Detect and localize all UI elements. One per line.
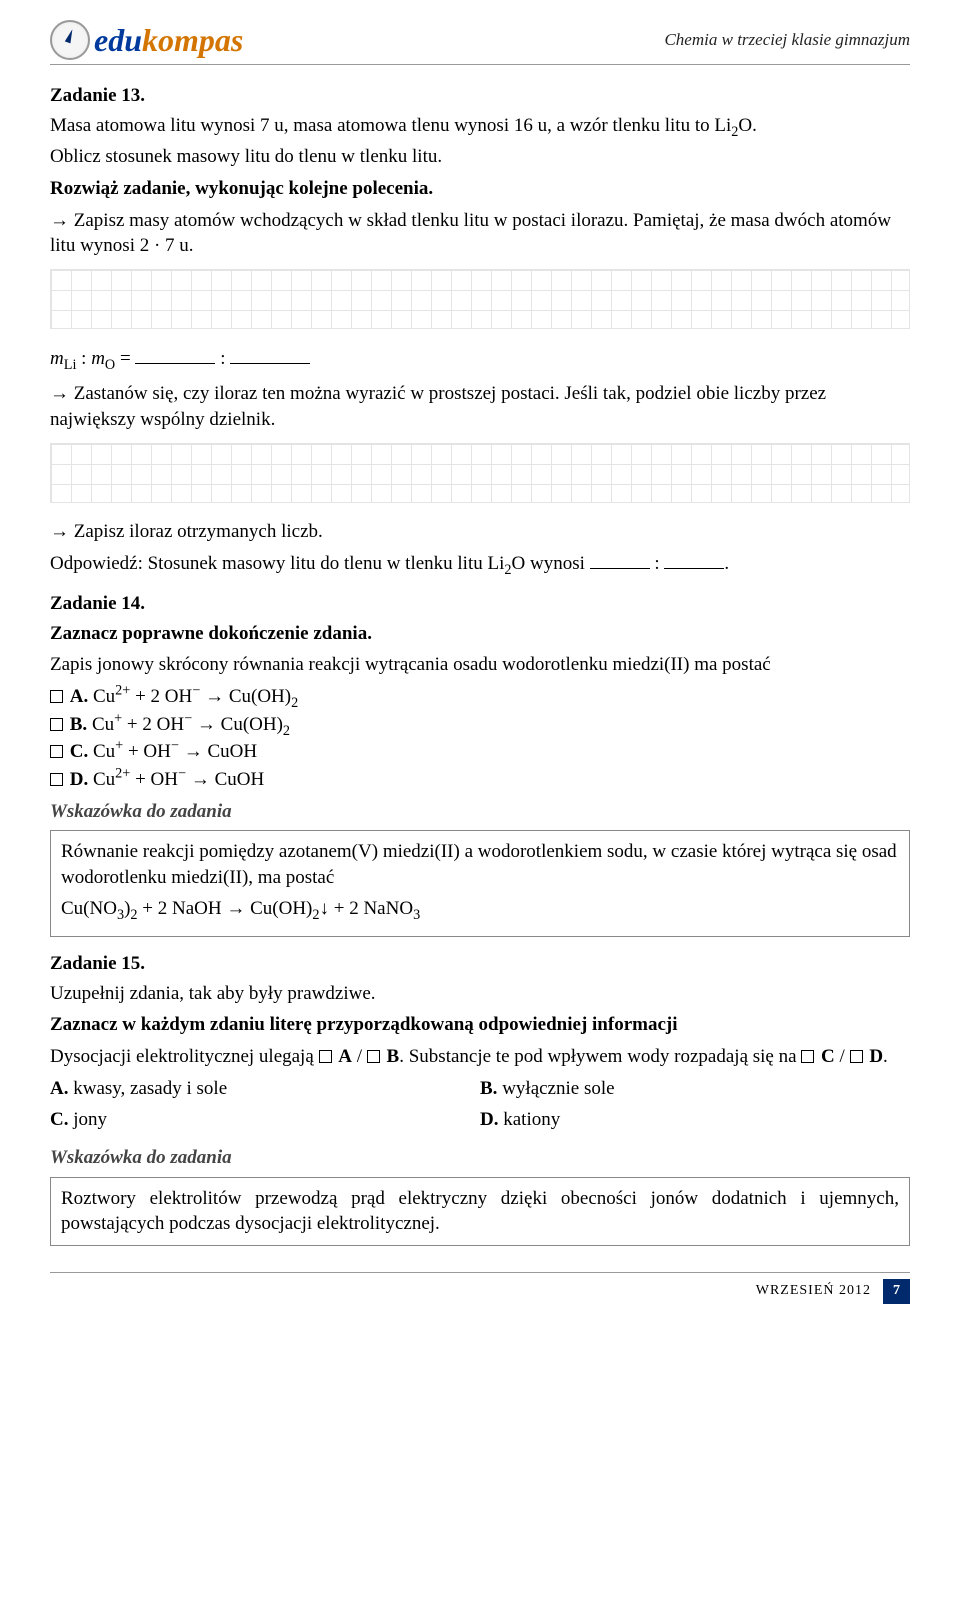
task14-hint-box: Równanie reakcji pomiędzy azotanem(V) mi… (50, 830, 910, 937)
task14-instr: Zaznacz poprawne dokończenie zdania. (50, 621, 910, 647)
ratio-m1: m (50, 348, 64, 369)
logo-prefix: edu (94, 22, 142, 58)
logo-text: edukompas (94, 24, 243, 56)
footer-date: WRZESIEŃ 2012 (756, 1282, 871, 1301)
choice-d[interactable]: D. Cu2+ + OH− → CuOH (50, 767, 910, 793)
task13-step3: → Zapisz iloraz otrzymanych liczb. (50, 519, 910, 545)
logo: edukompas (50, 20, 243, 60)
page-header: edukompas Chemia w trzeciej klasie gimna… (50, 20, 910, 65)
blank-1[interactable] (135, 345, 215, 364)
task13-intro: Masa atomowa litu wynosi 7 u, masa atomo… (50, 113, 910, 139)
ratio-o: O (105, 357, 115, 373)
ratio-li: Li (64, 357, 77, 373)
page-footer: WRZESIEŃ 2012 7 (50, 1272, 910, 1304)
checkbox-icon[interactable] (50, 745, 63, 758)
blank-4[interactable] (664, 550, 724, 569)
checkbox-icon[interactable] (50, 718, 63, 731)
answer-mid: O wynosi (512, 553, 590, 574)
choice-a[interactable]: A. Cu2+ + 2 OH− → Cu(OH)2 (50, 684, 910, 710)
sent-p3: . (883, 1046, 888, 1067)
ratio-mid: : m (76, 348, 105, 369)
opt-a: A. kwasy, zasady i sole (50, 1076, 480, 1102)
sub-2b: 2 (504, 562, 511, 578)
sent-p2: . Substancje te pod wpływem wody rozpada… (399, 1046, 801, 1067)
task13-oblicz: Oblicz stosunek masowy litu do tlenu w t… (50, 144, 910, 170)
task13-title: Zadanie 13. (50, 83, 910, 109)
task13-step2: → Zastanów się, czy iloraz ten można wyr… (50, 381, 910, 432)
subject-line: Chemia w trzeciej klasie gimnazjum (664, 29, 910, 52)
task15-instr1: Uzupełnij zdania, tak aby były prawdziwe… (50, 981, 910, 1007)
answer-grid-1[interactable] (50, 269, 910, 329)
task13-rozwiaz: Rozwiąż zadanie, wykonując kolejne polec… (50, 176, 910, 202)
opt-d: D. kationy (480, 1107, 910, 1133)
task15-hint-box: Roztwory elektrolitów przewodzą prąd ele… (50, 1177, 910, 1246)
answer-grid-2[interactable] (50, 443, 910, 503)
answer-prefix: Odpowiedź: Stosunek masowy litu do tlenu… (50, 553, 504, 574)
checkbox-icon[interactable] (850, 1050, 863, 1063)
task14-choices: A. Cu2+ + 2 OH− → Cu(OH)2 B. Cu+ + 2 OH−… (50, 684, 910, 793)
ratio-line: mLi : mO = : (50, 345, 910, 372)
task13-intro-text: Masa atomowa litu wynosi 7 u, masa atomo… (50, 115, 731, 136)
col-right: B. wyłącznie sole D. kationy (480, 1076, 910, 1139)
choice-c[interactable]: C. Cu+ + OH− → CuOH (50, 739, 910, 765)
task13-intro2: O. (738, 115, 756, 136)
label-d: D. (70, 769, 88, 790)
task15-hint-text: Roztwory elektrolitów przewodzą prąd ele… (61, 1188, 899, 1235)
checkbox-icon[interactable] (50, 690, 63, 703)
blank-3[interactable] (590, 550, 650, 569)
checkbox-icon[interactable] (801, 1050, 814, 1063)
task14-hint-p1: Równanie reakcji pomiędzy azotanem(V) mi… (61, 839, 899, 890)
ratio-eq: = (115, 348, 135, 369)
task13-answer: Odpowiedź: Stosunek masowy litu do tlenu… (50, 550, 910, 577)
label-a: A. (70, 686, 88, 707)
checkbox-icon[interactable] (50, 773, 63, 786)
task14-stem: Zapis jonowy skrócony równania reakcji w… (50, 652, 910, 678)
task15-sentence: Dysocjacji elektrolitycznej ulegają A / … (50, 1044, 910, 1070)
page-number: 7 (883, 1279, 910, 1304)
compass-icon (50, 20, 90, 60)
task14-hint-eq: Cu(NO3)2 + 2 NaOH → Cu(OH)2↓ + 2 NaNO3 (61, 896, 899, 922)
task13-step1: → Zapisz masy atomów wchodzących w skład… (50, 208, 910, 259)
opt-b: B. wyłącznie sole (480, 1076, 910, 1102)
choice-b[interactable]: B. Cu+ + 2 OH− → Cu(OH)2 (50, 712, 910, 738)
logo-suffix: kompas (142, 22, 243, 58)
checkbox-icon[interactable] (367, 1050, 380, 1063)
col-left: A. kwasy, zasady i sole C. jony (50, 1076, 480, 1139)
task14-title: Zadanie 14. (50, 591, 910, 617)
task14-hint-label: Wskazówka do zadania (50, 799, 910, 825)
task15-options: A. kwasy, zasady i sole C. jony B. wyłąc… (50, 1076, 910, 1139)
checkbox-icon[interactable] (319, 1050, 332, 1063)
task15-title: Zadanie 15. (50, 951, 910, 977)
blank-2[interactable] (230, 345, 310, 364)
label-b: B. (70, 714, 87, 735)
opt-c: C. jony (50, 1107, 480, 1133)
task15-hint-label: Wskazówka do zadania (50, 1145, 910, 1171)
label-c: C. (70, 741, 88, 762)
sent-p1: Dysocjacji elektrolitycznej ulegają (50, 1046, 319, 1067)
task15-instr2: Zaznacz w każdym zdaniu literę przyporzą… (50, 1012, 910, 1038)
